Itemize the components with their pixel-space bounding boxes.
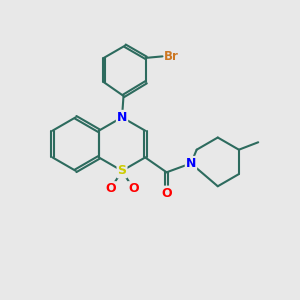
Text: O: O — [105, 182, 116, 195]
Text: N: N — [186, 157, 196, 170]
Text: O: O — [128, 182, 139, 195]
Text: N: N — [117, 111, 127, 124]
Text: O: O — [161, 187, 172, 200]
Text: S: S — [118, 164, 127, 177]
Text: Br: Br — [164, 50, 179, 63]
